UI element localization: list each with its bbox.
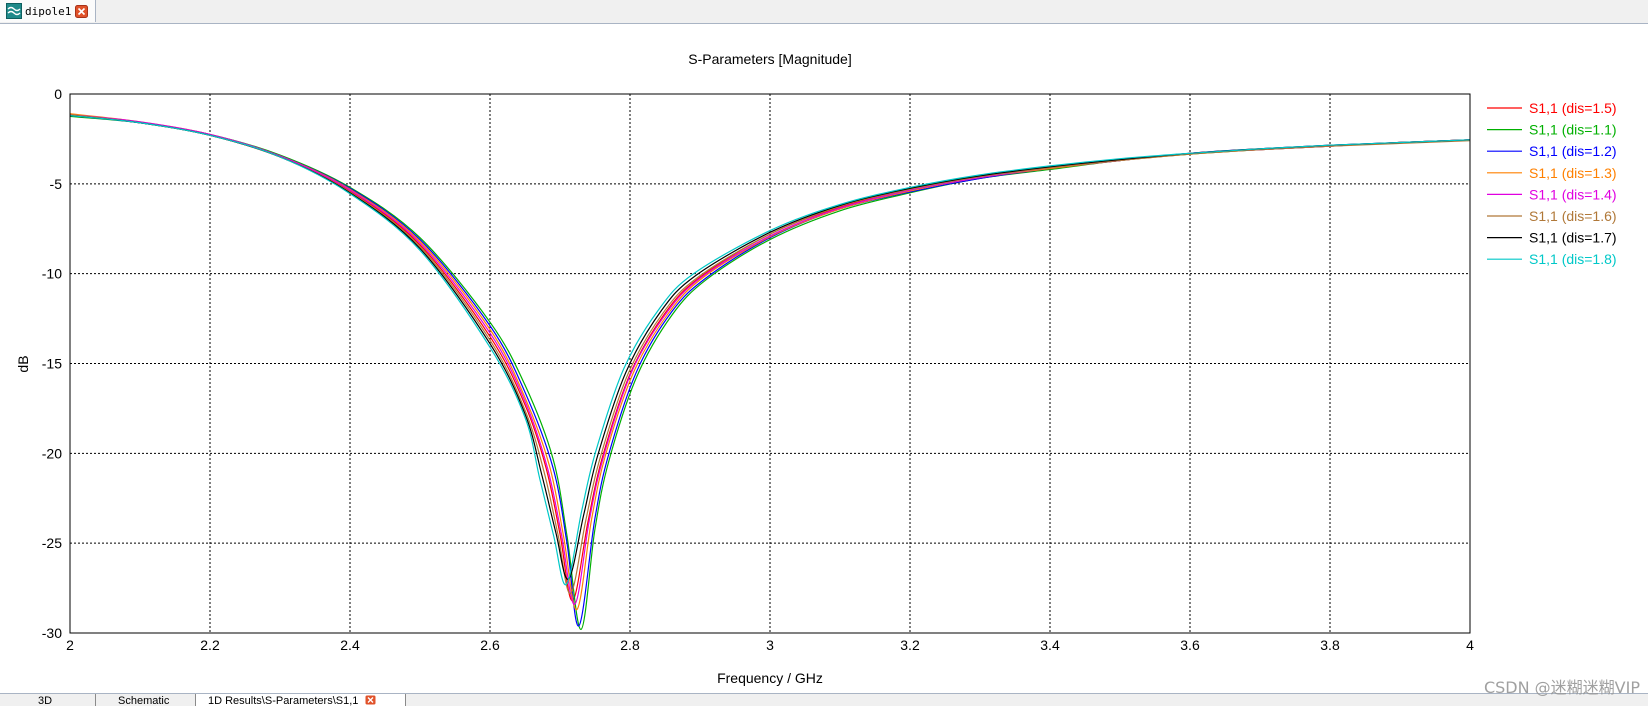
s-parameter-plot[interactable]: S-Parameters [Magnitude] 2 2.2 2.4 2.6 2.8 3 3… [0,24,1648,693]
watermark-text: CSDN @迷糊迷糊VIP [1483,678,1640,697]
chart-title: S-Parameters [Magnitude] [688,51,851,67]
legend-label: S1,1 (dis=1.8) [1529,251,1617,267]
close-icon[interactable] [365,695,376,705]
y-tick-label: -15 [42,356,62,372]
legend-label: S1,1 (dis=1.7) [1529,230,1617,246]
series-line-6[interactable] [69,114,1471,595]
close-icon[interactable] [75,4,89,18]
legend-label: S1,1 (dis=1.5) [1529,100,1617,116]
series-line-8[interactable] [69,114,1471,586]
y-tick-label: -30 [42,625,62,641]
plot-frame [69,93,1471,634]
tab-dipole1[interactable]: dipole1 [0,0,96,22]
tab-label: Schematic [118,695,170,706]
x-tick-label: 3.4 [1040,637,1060,653]
tab-schematic[interactable]: Schematic [96,694,196,706]
tab-3d[interactable]: 3D [0,694,96,706]
legend: S1,1 (dis=1.5) S1,1 (dis=1.1) S1,1 (dis=1.… [1487,100,1617,267]
x-tick-label: 3 [766,637,774,653]
x-tick-label: 3.8 [1320,637,1340,653]
document-tab-bar: dipole1 [0,0,1648,24]
legend-label: S1,1 (dis=1.3) [1529,165,1617,181]
x-tick-label: 2.4 [340,637,360,653]
grid-lines [70,94,1470,633]
waveform-icon [6,3,22,19]
series-line-2[interactable] [69,115,1471,631]
x-tick-label: 4 [1466,637,1474,653]
y-axis-label: dB [15,355,31,372]
x-tick-label: 2.6 [480,637,500,653]
y-tick-label: -5 [50,176,63,192]
y-axis-ticks: 0 -5 -10 -15 -20 -25 -30 [42,86,62,641]
x-tick-label: 2.8 [620,637,640,653]
tab-1d-results-s11[interactable]: 1D Results\S-Parameters\S1,1 [196,694,406,706]
x-axis-ticks: 2 2.2 2.4 2.6 2.8 3 3.2 3.4 3.6 3.8 4 [66,637,1474,653]
y-tick-label: -20 [42,445,62,461]
x-tick-label: 3.2 [900,637,920,653]
legend-label: S1,1 (dis=1.4) [1529,186,1617,202]
legend-label: S1,1 (dis=1.1) [1529,122,1617,138]
y-tick-label: -25 [42,535,62,551]
x-axis-label: Frequency / GHz [717,670,823,686]
x-tick-label: 2 [66,637,74,653]
y-tick-label: 0 [54,86,62,102]
series-lines [69,113,1471,631]
x-tick-label: 3.6 [1180,637,1200,653]
tab-label: 1D Results\S-Parameters\S1,1 [208,695,359,706]
tab-label: 3D [38,695,53,706]
view-tab-bar: 3D Schematic 1D Results\S-Parameters\S1,… [0,693,1648,706]
x-tick-label: 2.2 [200,637,220,653]
tab-label: dipole1 [25,4,72,18]
legend-label: S1,1 (dis=1.2) [1529,143,1617,159]
legend-label: S1,1 (dis=1.6) [1529,208,1617,224]
y-tick-label: -10 [42,266,62,282]
